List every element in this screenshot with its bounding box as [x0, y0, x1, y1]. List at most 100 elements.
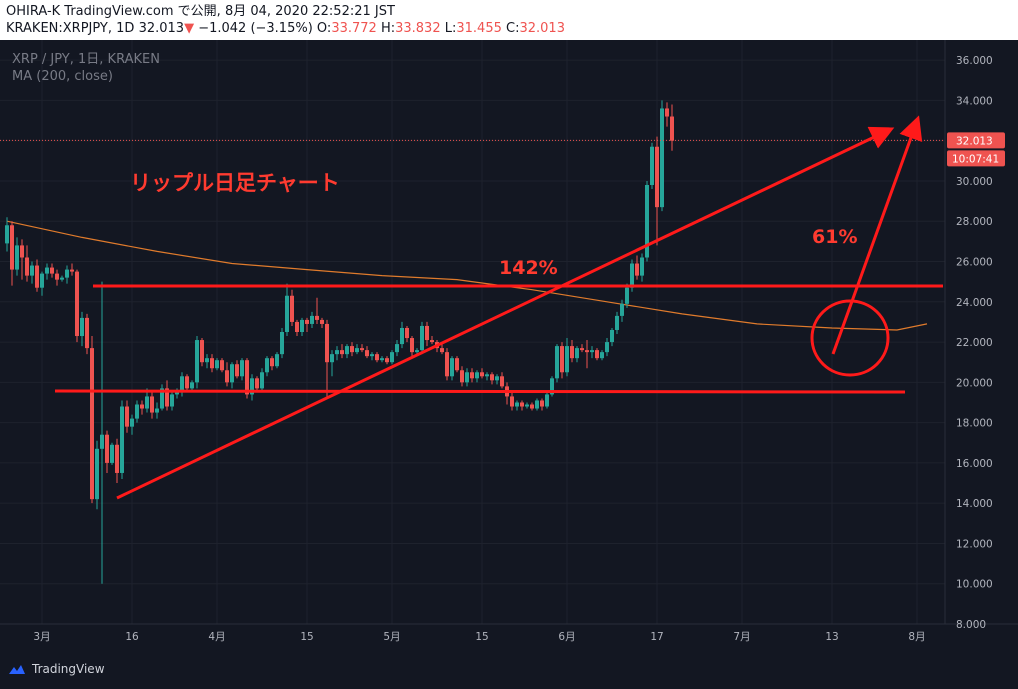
candle-body [525, 404, 529, 407]
candle-body [570, 346, 574, 359]
candle-body [480, 372, 484, 377]
candle-body [50, 267, 54, 274]
candle-body [265, 358, 269, 373]
candle-body [130, 418, 134, 427]
candle-body [490, 374, 494, 381]
candle-body [325, 323, 329, 363]
candle-body [465, 372, 469, 383]
candle-body [385, 358, 389, 363]
candle-body [235, 364, 239, 377]
candle-body [395, 344, 399, 353]
candle-body [225, 370, 229, 383]
price-tick-label: 16.000 [956, 458, 993, 470]
candle-body [115, 444, 119, 473]
candle-body [300, 319, 304, 332]
candle-body [285, 295, 289, 332]
candle-body [520, 402, 524, 407]
candle-body [165, 388, 169, 407]
candle-body [220, 360, 224, 371]
candle-body [45, 267, 49, 274]
candle-body [375, 354, 379, 361]
candle-body [250, 378, 254, 395]
candle-body [390, 352, 394, 363]
candle-body [650, 146, 654, 185]
price-tick-label: 18.000 [956, 418, 993, 430]
candle-body [5, 225, 9, 244]
candle-body [40, 273, 44, 288]
price-axis[interactable]: 8.000 10.000 12.000 14.000 16.000 18.000 20.00… [956, 55, 993, 631]
candle-body [240, 360, 244, 377]
candle-body [145, 396, 149, 409]
close-label: C: [506, 21, 520, 36]
candle-body [405, 327, 409, 339]
time-tick-label: 13 [825, 631, 838, 643]
candle-body [475, 372, 479, 379]
candle-body [430, 340, 434, 343]
time-tick-label: 16 [125, 631, 139, 643]
candle-body [230, 364, 234, 383]
candle-body [470, 372, 474, 379]
high-label: H: [380, 21, 396, 36]
candle-body [10, 225, 14, 270]
candle-body [170, 394, 174, 407]
candle-body [135, 404, 139, 419]
candle-body [450, 358, 454, 377]
time-axis[interactable]: 3月 16 4月 15 5月 15 6月 17 7月 13 8月 [33, 631, 925, 643]
candle-body [195, 340, 199, 383]
price-tick-label: 22.000 [956, 337, 993, 349]
candle-body [255, 378, 259, 389]
candle-body [60, 277, 64, 280]
price-tick-label: 24.000 [956, 297, 993, 309]
candle-body [70, 269, 74, 272]
candle-body [615, 315, 619, 330]
time-tick-label: 7月 [733, 631, 750, 643]
candle-body [655, 146, 659, 208]
chart-title-annotation: リップル日足チャート [130, 171, 340, 195]
candle-body [260, 372, 264, 389]
time-tick-label: 4月 [208, 631, 225, 643]
candle-body [100, 434, 104, 449]
price-chart[interactable]: 8.000 10.000 12.000 14.000 16.000 18.000 20.00… [0, 40, 1018, 685]
candle-body [555, 346, 559, 379]
price-tick-label: 12.000 [956, 538, 993, 550]
grid [0, 40, 945, 625]
candle-body [425, 325, 429, 341]
candle-body [310, 315, 314, 324]
candle-body [190, 382, 194, 389]
candle-body [320, 319, 324, 324]
candle-body [365, 350, 369, 357]
candle-body [35, 265, 39, 288]
ohlc-bar: KRAKEN:XRPJPY, 1D 32.013▼ −1.042 (−3.15%… [6, 20, 1012, 37]
candle-body [295, 321, 299, 332]
countdown-text: 10:07:41 [952, 153, 999, 165]
candle-body [545, 394, 549, 407]
change-value: −1.042 (−3.15%) [198, 21, 313, 36]
candle-body [380, 358, 384, 361]
candle-body [200, 340, 204, 363]
trend-arrow-142 [116, 126, 895, 500]
candle-body [565, 346, 569, 373]
down-arrow-icon: ▼ [184, 21, 195, 36]
candle-body [80, 317, 84, 337]
candle-body [95, 448, 99, 500]
candle-body [120, 406, 124, 473]
chart-area[interactable]: 8.000 10.000 12.000 14.000 16.000 18.000 20.00… [0, 40, 1018, 685]
candle-body [355, 348, 359, 353]
candle-body [640, 257, 644, 276]
candle-body [20, 245, 24, 258]
tradingview-branding[interactable]: TradingView [8, 661, 105, 677]
candle-body [90, 348, 94, 500]
candle-body [445, 352, 449, 377]
candle-body [30, 265, 34, 276]
candle-body [25, 257, 29, 276]
legend-ma: MA (200, close) [12, 69, 113, 84]
candle-body [635, 263, 639, 276]
open-value: 33.772 [331, 21, 377, 36]
chart-background [0, 40, 1018, 685]
candle-body [550, 378, 554, 395]
last-price-tag: 32.013 10:07:41 [947, 132, 1005, 167]
candle-body [610, 329, 614, 343]
candle-body [315, 315, 319, 320]
candle-body [125, 406, 129, 427]
candle-body [345, 346, 349, 355]
